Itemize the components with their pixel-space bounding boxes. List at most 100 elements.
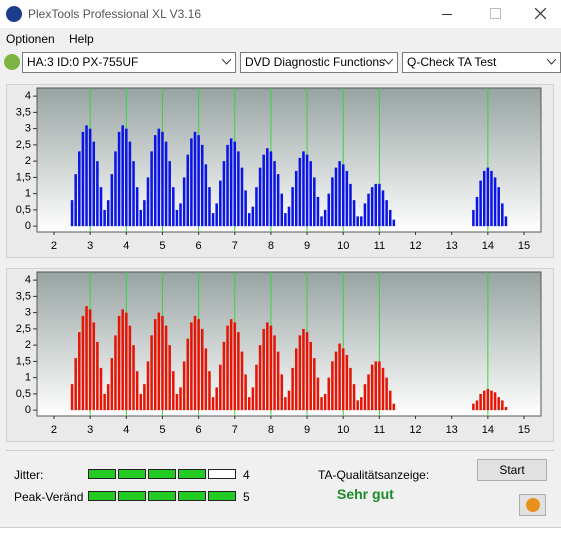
meter-segment — [88, 469, 116, 479]
bar — [244, 374, 247, 411]
meter-segment — [178, 469, 206, 479]
bar — [99, 187, 103, 227]
bar — [493, 392, 497, 411]
bar — [486, 167, 490, 227]
bar — [110, 358, 114, 411]
start-button[interactable]: Start — [477, 459, 547, 481]
bar — [388, 390, 392, 411]
bar — [81, 131, 85, 227]
bar — [287, 206, 291, 227]
bar — [378, 183, 381, 227]
bar — [363, 384, 367, 411]
y-tick-label: 1 — [25, 372, 31, 384]
bar — [85, 306, 88, 411]
bar — [360, 216, 363, 227]
x-tick-label: 11 — [374, 240, 385, 252]
y-tick-label: 2 — [25, 155, 31, 167]
bar — [331, 177, 334, 227]
bar — [266, 322, 269, 411]
chart: 0 0,5 1 1,5 2 2,5 3 3,5 4 2 3 4 5 6 7 8 9 10 11 12 13 14 15 — [16, 271, 542, 436]
bar — [251, 387, 255, 411]
bar — [284, 397, 287, 411]
bar — [157, 312, 161, 411]
bar — [472, 209, 475, 227]
title-bar: PlexTools Professional XL V3.16 — [0, 0, 561, 28]
bar — [280, 193, 284, 227]
bar — [190, 138, 193, 227]
bar — [182, 361, 186, 411]
x-tick-label: 12 — [409, 424, 421, 436]
x-tick-label: 7 — [232, 240, 238, 252]
app-icon — [6, 6, 22, 22]
bar — [479, 393, 482, 411]
bar — [316, 196, 320, 227]
bar — [258, 167, 262, 227]
bar — [276, 351, 280, 411]
bar — [143, 200, 146, 227]
bar — [345, 354, 349, 411]
menu-item[interactable]: Help — [69, 32, 94, 46]
bar — [378, 361, 381, 411]
x-tick-label: 5 — [159, 240, 165, 252]
x-tick-label: 15 — [518, 240, 530, 252]
bar — [70, 200, 74, 227]
close[interactable] — [535, 8, 546, 19]
bar — [175, 393, 179, 411]
bar — [164, 325, 168, 411]
bar — [305, 154, 309, 227]
bar — [255, 187, 258, 227]
bar — [490, 170, 493, 227]
bar — [284, 213, 287, 227]
bar — [262, 328, 265, 411]
bar — [237, 332, 240, 411]
meter-segment — [148, 469, 176, 479]
bar — [106, 200, 110, 227]
x-tick-label: 3 — [87, 424, 93, 436]
chart: 0 0,5 1 1,5 2 2,5 3 3,5 4 2 3 4 5 6 7 8 9 10 11 12 13 14 15 — [16, 87, 542, 252]
bar — [374, 361, 378, 411]
bar — [504, 216, 508, 227]
bar — [273, 335, 276, 411]
bar — [392, 219, 396, 227]
bar — [313, 177, 316, 227]
bar — [349, 367, 352, 411]
menu-item[interactable]: Optionen — [6, 32, 55, 46]
info-button[interactable] — [519, 494, 546, 516]
bar — [150, 151, 153, 227]
bar — [114, 151, 117, 227]
meter-segment — [148, 491, 176, 501]
maximize[interactable] — [490, 8, 501, 19]
y-tick-label: 0,5 — [16, 204, 31, 216]
peak-value: 5 — [243, 490, 250, 504]
bar — [247, 397, 251, 411]
bar — [150, 335, 153, 411]
bar — [392, 403, 396, 411]
bar — [385, 200, 388, 227]
x-tick-label: 6 — [196, 424, 202, 436]
bar — [360, 397, 363, 411]
bar — [258, 345, 262, 411]
bar — [215, 203, 218, 227]
test-select[interactable]: Q-Check TA Test — [402, 52, 561, 73]
bar — [193, 315, 197, 411]
bar — [219, 180, 222, 227]
bar — [179, 203, 182, 227]
bar — [146, 177, 150, 227]
function-select[interactable]: DVD Diagnostic Functions — [240, 52, 398, 73]
x-tick-label: 2 — [51, 424, 57, 436]
bar — [493, 177, 497, 227]
bar — [363, 203, 367, 227]
bar — [226, 325, 229, 411]
drive-select[interactable]: HA:3 ID:0 PX-755UF — [22, 52, 236, 73]
y-tick-label: 0 — [25, 220, 31, 232]
bar — [128, 325, 132, 411]
x-tick-label: 2 — [51, 240, 57, 252]
bar — [302, 328, 305, 411]
minimize[interactable] — [442, 14, 452, 15]
bar — [204, 164, 208, 227]
bar — [479, 180, 482, 227]
bar — [305, 332, 309, 411]
bar — [349, 183, 352, 227]
bar — [309, 161, 312, 227]
x-tick-label: 7 — [232, 424, 238, 436]
